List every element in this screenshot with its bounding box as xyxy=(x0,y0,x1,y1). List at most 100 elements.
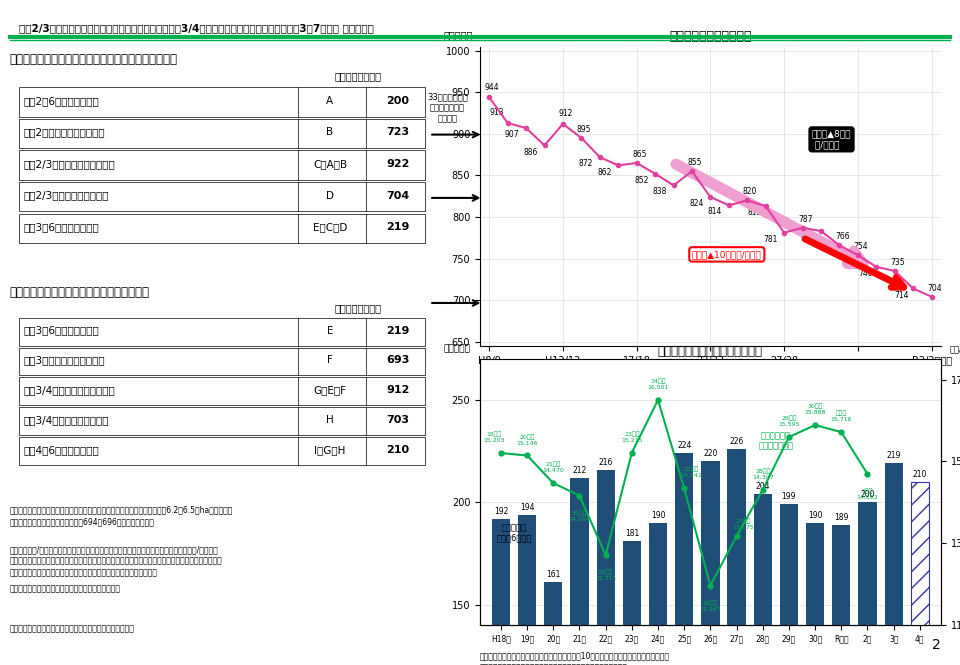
Bar xyxy=(832,525,851,665)
Text: 199: 199 xyxy=(781,492,796,501)
Text: E: E xyxy=(326,326,333,336)
Text: 令和3/4年主食用米等需要量: 令和3/4年主食用米等需要量 xyxy=(23,415,108,425)
Bar xyxy=(911,482,929,665)
Text: 813: 813 xyxy=(748,208,762,217)
FancyBboxPatch shape xyxy=(18,150,424,180)
Text: 【令和３／４年の主食用米等の需給見通し】: 【令和３／４年の主食用米等の需給見通し】 xyxy=(10,286,150,299)
Text: 714: 714 xyxy=(895,291,909,299)
Text: 219: 219 xyxy=(386,326,409,336)
Text: 25年度
14,341: 25年度 14,341 xyxy=(681,467,702,478)
Text: 787: 787 xyxy=(798,215,812,223)
Bar xyxy=(780,504,798,665)
Text: 852: 852 xyxy=(634,176,648,185)
FancyBboxPatch shape xyxy=(18,378,424,405)
Text: 210: 210 xyxy=(386,445,409,455)
Text: 824: 824 xyxy=(689,199,704,208)
Text: 20年度
15,146: 20年度 15,146 xyxy=(516,434,538,446)
Text: 注２：令和３/４年主食用米等需要量は、過去のデータを用いてトレンドで算出した令和３/４年の１
　　　人当たり消費量（推計値）に、令和３年の人口（推計値）を乗じて: 注２：令和３/４年主食用米等需要量は、過去のデータを用いてトレンドで算出した令和… xyxy=(10,545,223,577)
Text: 190: 190 xyxy=(808,511,823,520)
Text: 28年度
14,307: 28年度 14,307 xyxy=(752,468,774,479)
Text: 200: 200 xyxy=(386,96,409,106)
Text: 181: 181 xyxy=(625,529,639,538)
FancyBboxPatch shape xyxy=(18,348,424,375)
Text: 838: 838 xyxy=(653,188,667,196)
Bar xyxy=(728,449,746,665)
Bar xyxy=(754,494,772,665)
Bar xyxy=(884,464,902,665)
Text: 186【33】: 186【33】 xyxy=(488,298,540,308)
Text: 212: 212 xyxy=(572,465,587,475)
Text: 922: 922 xyxy=(386,159,409,169)
Text: 26年度
11,967: 26年度 11,967 xyxy=(700,600,721,612)
Text: 【令和２／３年の主食用米等の需給実績（速報値）】: 【令和２／３年の主食用米等の需給実績（速報値）】 xyxy=(10,53,178,66)
Text: 783: 783 xyxy=(803,233,817,242)
Text: 944: 944 xyxy=(485,82,499,92)
Text: 219: 219 xyxy=(886,452,900,460)
Text: （万トン）: （万トン） xyxy=(444,344,470,354)
Text: 令和2/3年主食用米等需要量: 令和2/3年主食用米等需要量 xyxy=(23,191,108,201)
Text: 907: 907 xyxy=(505,130,519,139)
Text: 735: 735 xyxy=(890,258,905,267)
Text: 民間在庫量
（各年6月末）: 民間在庫量 （各年6月末） xyxy=(496,523,532,543)
FancyBboxPatch shape xyxy=(18,407,424,435)
Text: 200: 200 xyxy=(860,490,875,499)
Text: 754: 754 xyxy=(853,242,868,251)
Text: 216: 216 xyxy=(598,458,612,467)
Text: 872: 872 xyxy=(579,159,593,168)
Text: 元年度
15,716: 元年度 15,716 xyxy=(830,410,852,422)
Text: 704: 704 xyxy=(927,283,942,293)
Text: 224: 224 xyxy=(677,441,691,450)
Text: 740: 740 xyxy=(858,269,873,278)
Text: 注４：ラウンドの関係で計と内訳が一致しない場合がある。: 注４：ラウンドの関係で計と内訳が一致しない場合がある。 xyxy=(10,624,134,633)
Text: 注：相対取引価格は、当該年産の出回りから翌年10月（２年産は令和３年７月）までの道
　　年平均価格であり、運賃、包装代、消費税相当額が含まれている。: 注：相対取引価格は、当該年産の出回りから翌年10月（２年産は令和３年７月）までの… xyxy=(480,652,670,665)
Text: 912: 912 xyxy=(386,385,409,395)
FancyBboxPatch shape xyxy=(18,182,424,211)
Text: 22年度
12,711: 22年度 12,711 xyxy=(595,570,616,581)
Title: 主食用米の需要量の推移: 主食用米の需要量の推移 xyxy=(669,30,752,43)
Text: 862: 862 xyxy=(597,168,612,176)
Text: 220: 220 xyxy=(704,450,717,458)
Text: 693: 693 xyxy=(386,355,409,366)
Text: 令和2年6月末民間在庫量: 令和2年6月末民間在庫量 xyxy=(23,96,99,106)
Text: 注３：【　】は令和２年度の調整保管の数量を外数。: 注３：【 】は令和２年度の調整保管の数量を外数。 xyxy=(10,585,121,593)
Text: 204: 204 xyxy=(756,482,770,491)
Text: 注１：令和３年産主食用米等生産量は、６月末時点の作付意向調査の結果（6.2～6.5万ha減）を基に
　　　試算すると、単年作りの場合694～696万トンと見込み: 注１：令和３年産主食用米等生産量は、６月末時点の作付意向調査の結果（6.2～6.… xyxy=(10,505,233,526)
Text: 令和3/4年主食用米等供給量計: 令和3/4年主食用米等供給量計 xyxy=(23,385,115,395)
Text: 912: 912 xyxy=(559,109,573,118)
Text: 18年度
15,203: 18年度 15,203 xyxy=(483,432,505,443)
Text: 781: 781 xyxy=(763,235,778,244)
Text: 814: 814 xyxy=(708,207,722,216)
Bar xyxy=(675,454,693,665)
Bar xyxy=(570,477,588,665)
Bar xyxy=(701,462,720,665)
Text: 最近は▲10万トン/年程度: 最近は▲10万トン/年程度 xyxy=(692,250,761,259)
Text: 865: 865 xyxy=(633,150,647,159)
Text: 219: 219 xyxy=(386,222,409,232)
Text: 855: 855 xyxy=(687,158,702,167)
Text: 34年度
16,501: 34年度 16,501 xyxy=(647,378,669,390)
Text: 766: 766 xyxy=(835,232,850,241)
Text: 703: 703 xyxy=(386,415,409,425)
Text: （円/60㎏）: （円/60㎏） xyxy=(950,344,960,354)
Text: 189: 189 xyxy=(834,513,849,522)
Text: D: D xyxy=(326,191,334,201)
Text: C＝A＋B: C＝A＋B xyxy=(313,159,347,169)
Text: 190: 190 xyxy=(651,511,665,520)
Bar xyxy=(518,515,537,665)
Text: 27年度
13,175: 27年度 13,175 xyxy=(732,519,755,530)
Text: 令和3年6月末民間在庫量: 令和3年6月末民間在庫量 xyxy=(23,326,99,336)
Text: I＝G－H: I＝G－H xyxy=(314,445,346,455)
Text: 令和2/3年主食用米等供給量計: 令和2/3年主食用米等供給量計 xyxy=(23,159,115,169)
Text: 33万トンの調整
保管を行う場合
の見通し: 33万トンの調整 保管を行う場合 の見通し xyxy=(427,92,468,123)
Bar xyxy=(649,523,667,665)
Text: 令和2/3年の主食用米等の需給実績（速報値）及び令和3/4年の主食用米等の需給見通し（令和3年7月公表 基本指針）: 令和2/3年の主食用米等の需給実績（速報値）及び令和3/4年の主食用米等の需給見… xyxy=(19,23,374,33)
Text: E＝C－D: E＝C－D xyxy=(313,222,348,232)
Text: （単位：万トン）: （単位：万トン） xyxy=(334,303,381,313)
Text: （万トン）: （万トン） xyxy=(444,31,472,41)
Text: 23年度
15,215: 23年度 15,215 xyxy=(621,431,642,442)
Text: 161: 161 xyxy=(546,570,561,579)
Text: 2年度
14,692: 2年度 14,692 xyxy=(856,489,878,500)
Text: A: A xyxy=(326,96,333,106)
Text: （単位：万トン）: （単位：万トン） xyxy=(334,71,381,81)
Text: 192: 192 xyxy=(493,507,508,515)
